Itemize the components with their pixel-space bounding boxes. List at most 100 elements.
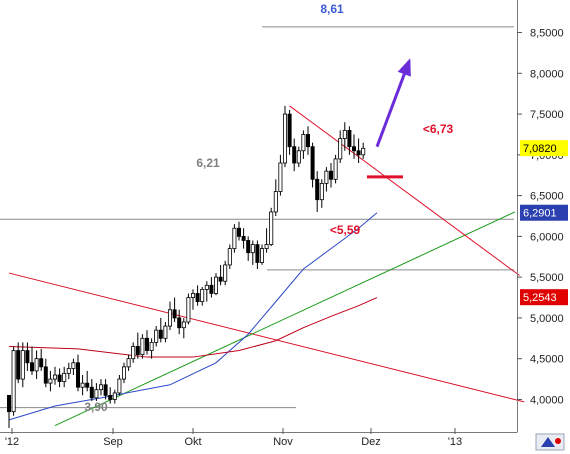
moving-average-red: [8, 297, 378, 358]
candle-0: [7, 394, 12, 428]
candle-body-64: [301, 134, 306, 152]
candle-31: [149, 338, 154, 359]
candle-body-0: [7, 394, 12, 413]
candle-body-65: [305, 134, 310, 148]
candle-body-3: [20, 350, 25, 380]
candle-body-19: [94, 389, 99, 399]
price-badge-bg-0: [520, 140, 568, 157]
candle-54: [255, 240, 260, 269]
candle-body-52: [246, 240, 251, 254]
candle-body-57: [269, 211, 274, 245]
candle-44: [209, 277, 214, 298]
candle-3: [20, 342, 25, 388]
candle-body-22: [108, 394, 113, 400]
candle-body-14: [71, 362, 76, 369]
candle-73: [342, 122, 347, 151]
candle-17: [85, 370, 90, 392]
moving-average-blue: [8, 212, 378, 421]
candle-body-33: [158, 329, 163, 339]
y-tick-label-8: 4,5000: [530, 354, 564, 366]
candle-body-6: [34, 358, 39, 372]
candle-body-53: [250, 244, 255, 254]
candle-65: [305, 126, 310, 155]
candle-63: [296, 146, 301, 168]
arrow-shaft: [375, 60, 411, 148]
candle-70: [328, 163, 333, 188]
candle-34: [163, 322, 168, 343]
candle-body-2: [16, 350, 21, 380]
candle-body-48: [227, 248, 232, 266]
candle-74: [347, 126, 352, 155]
candle-14: [71, 358, 76, 375]
candle-body-27: [131, 346, 136, 360]
candle-4: [25, 342, 30, 371]
annotations: 8,61 6,21 3,90 <5,59 <6,73: [84, 2, 453, 414]
candle-body-51: [241, 235, 246, 241]
candle-15: [76, 354, 81, 392]
candle-body-7: [39, 358, 44, 368]
level-label-1: 6,21: [196, 156, 220, 170]
candle-72: [338, 130, 343, 163]
y-tick-label-5: 6,0000: [530, 231, 564, 243]
candle-12: [62, 366, 67, 388]
candle-body-72: [338, 138, 343, 160]
candle-body-38: [181, 321, 186, 329]
candle-body-34: [163, 325, 168, 339]
candle-body-4: [25, 350, 30, 364]
candle-body-28: [135, 346, 140, 356]
candle-body-47: [223, 264, 228, 282]
candle-47: [223, 260, 228, 286]
candle-body-36: [172, 309, 177, 319]
candle-body-1: [11, 350, 16, 413]
candle-body-61: [287, 113, 292, 148]
candle-11: [57, 368, 62, 388]
candle-13: [66, 362, 71, 380]
candle-body-69: [324, 170, 329, 184]
candle-60: [282, 105, 287, 168]
trend-lines: [8, 105, 525, 427]
candle-body-10: [53, 374, 58, 380]
candle-76: [356, 138, 361, 163]
y-tick-label-1: 8,0000: [530, 68, 564, 80]
candle-61: [287, 110, 292, 155]
y-tick-label-2: 7,5000: [530, 109, 564, 121]
price-badges: 7,0820 6,2901 5,2543: [520, 140, 568, 306]
candle-69: [324, 167, 329, 192]
candle-19: [94, 383, 99, 402]
candle-32: [154, 326, 159, 347]
price-badge-label-0: 7,0820: [523, 143, 557, 155]
candle-49: [232, 224, 237, 253]
candle-body-56: [264, 244, 269, 250]
candle-body-32: [154, 329, 159, 343]
candle-body-58: [273, 191, 278, 213]
candle-50: [236, 221, 241, 241]
candle-68: [319, 179, 324, 208]
candle-7: [39, 348, 44, 371]
candle-48: [227, 244, 232, 269]
zoom-toolbar-icon[interactable]: [535, 433, 565, 451]
candle-27: [131, 342, 136, 363]
arrow-head: [397, 58, 411, 77]
candle-body-55: [259, 248, 264, 263]
candle-10: [53, 366, 58, 385]
candle-52: [246, 236, 251, 261]
candle-58: [273, 179, 278, 216]
x-tick-label-5: '13: [448, 436, 462, 448]
candle-body-35: [167, 309, 172, 327]
candle-18: [89, 379, 94, 402]
candle-43: [204, 281, 209, 302]
candle-51: [241, 228, 246, 249]
y-tick-label-4: 6,5000: [530, 191, 564, 203]
candle-39: [186, 293, 191, 325]
candle-body-44: [209, 284, 214, 294]
candle-body-13: [66, 368, 71, 374]
candle-body-29: [140, 337, 145, 356]
candle-body-62: [292, 146, 297, 164]
x-tick-label-4: Dez: [361, 436, 381, 448]
trend-line-resistance: [289, 105, 520, 276]
candle-67: [315, 171, 320, 212]
candle-64: [301, 130, 306, 159]
y-tick-label-6: 5,5000: [530, 272, 564, 284]
candle-37: [177, 309, 182, 335]
